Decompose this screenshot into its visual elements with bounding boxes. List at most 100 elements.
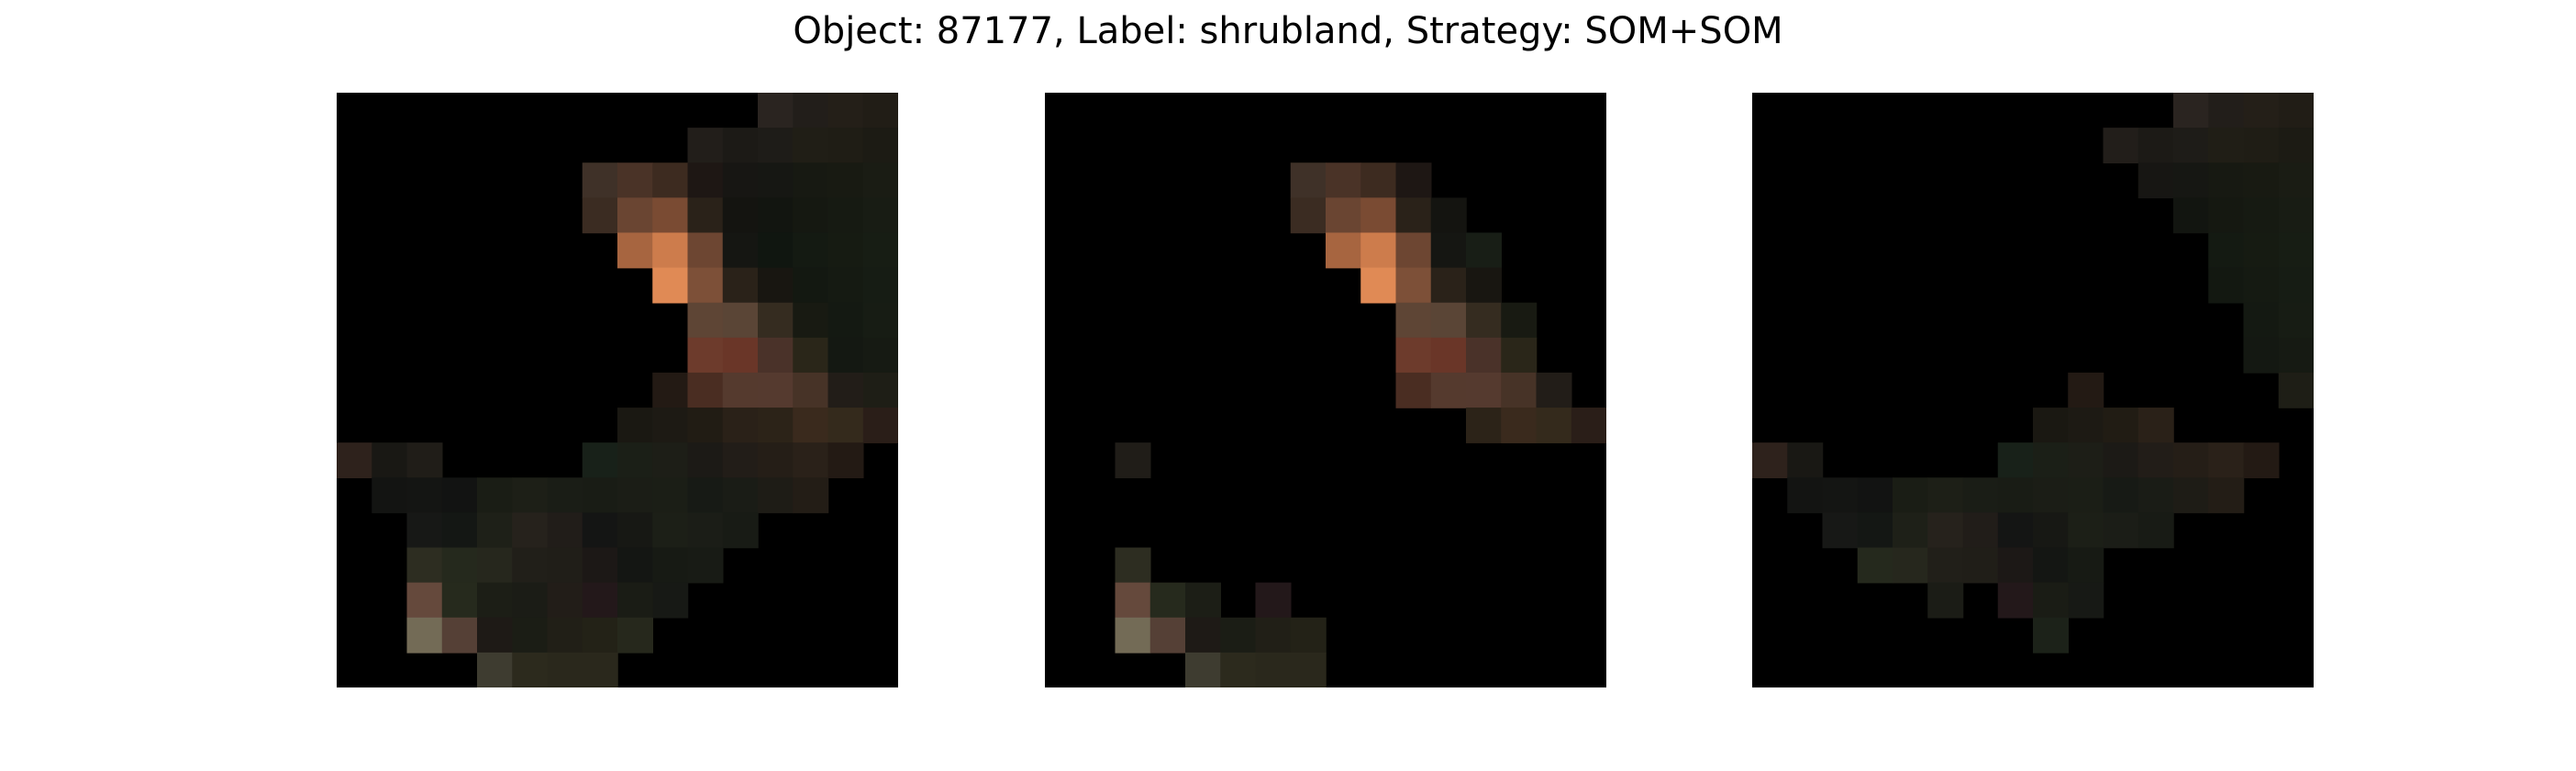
pixel-cell [2278,197,2314,234]
pixel-cell [2243,162,2280,199]
pixel-cell [1115,442,1151,479]
pixel-cell [827,232,864,269]
pixel-cell [582,477,618,514]
pixel-cell [827,302,864,339]
pixel-cell [582,512,618,549]
pixel-cell [2033,547,2070,584]
pixel-cell [1571,408,1606,443]
pixel-cell [1395,302,1432,339]
pixel-cell [2033,477,2070,514]
pixel-cell [2278,337,2314,374]
pixel-cell [1501,408,1538,443]
pixel-cell [2243,442,2280,479]
pixel-cell [652,372,689,408]
pixel-cell [547,512,583,549]
pixel-cell [2137,512,2174,549]
pixel-cell [582,582,618,619]
pixel-cell [617,617,654,654]
pixel-cell [441,512,478,549]
pixel-cell [1115,582,1151,619]
pixel-cell [2137,128,2174,163]
pixel-cell [406,477,443,514]
pixel-cell [862,267,898,304]
pixel-cell [2033,617,2070,654]
pixel-cell [758,93,794,128]
pixel-cell [2208,162,2245,199]
pixel-cell [1360,162,1397,199]
pixel-cell [477,547,514,584]
pixel-grid-2 [1115,162,1606,687]
pixel-cell [687,547,724,584]
pixel-cell [406,617,443,654]
pixel-cell [441,477,478,514]
pixel-cell [793,232,829,269]
pixel-cell [617,442,654,479]
pixel-cell [372,442,408,479]
pixel-cell [758,477,794,514]
pixel-cell [2103,442,2139,479]
pixel-cell [827,162,864,199]
pixel-cell [547,477,583,514]
pixel-cell [722,128,759,163]
pixel-cell [862,162,898,199]
pixel-cell [582,652,618,687]
image-panel-2 [1045,93,1606,687]
pixel-cell [793,302,829,339]
pixel-cell [1893,547,1929,584]
pixel-cell [617,477,654,514]
pixel-cell [687,372,724,408]
pixel-cell [687,162,724,199]
pixel-cell [722,337,759,374]
pixel-cell [406,512,443,549]
pixel-cell [2173,477,2210,514]
pixel-cell [1997,512,2034,549]
pixel-cell [862,197,898,234]
pixel-cell [793,477,829,514]
pixel-cell [793,267,829,304]
pixel-cell [372,477,408,514]
pixel-cell [1185,617,1222,654]
pixel-cell [406,547,443,584]
pixel-cell [862,408,898,443]
pixel-cell [1430,267,1467,304]
pixel-cell [2243,232,2280,269]
pixel-cell [1997,477,2034,514]
pixel-cell [722,512,759,549]
pixel-cell [722,267,759,304]
pixel-cell [2068,477,2104,514]
pixel-cell [441,582,478,619]
pixel-cell [2208,267,2245,304]
pixel-cell [1430,372,1467,408]
pixel-cell [2243,93,2280,128]
pixel-cell [1466,232,1503,269]
pixel-cell [441,547,478,584]
pixel-cell [758,442,794,479]
pixel-cell [793,162,829,199]
pixel-cell [1466,267,1503,304]
pixel-cell [2068,372,2104,408]
pixel-cell [1822,512,1859,549]
pixel-cell [1501,302,1538,339]
pixel-cell [722,477,759,514]
pixel-cell [1149,582,1186,619]
pixel-cell [722,302,759,339]
pixel-cell [1395,162,1432,199]
pixel-cell [2068,547,2104,584]
pixel-cell [477,617,514,654]
pixel-cell [1430,232,1467,269]
pixel-cell [652,162,689,199]
pixel-grid-1 [337,93,898,687]
pixel-cell [793,93,829,128]
pixel-cell [652,512,689,549]
pixel-cell [1185,652,1222,687]
pixel-cell [758,232,794,269]
pixel-cell [827,197,864,234]
pixel-cell [406,442,443,479]
pixel-cell [477,477,514,514]
pixel-cell [2208,477,2245,514]
pixel-cell [862,93,898,128]
pixel-cell [1360,197,1397,234]
pixel-cell [1326,162,1362,199]
pixel-cell [722,442,759,479]
pixel-cell [582,547,618,584]
